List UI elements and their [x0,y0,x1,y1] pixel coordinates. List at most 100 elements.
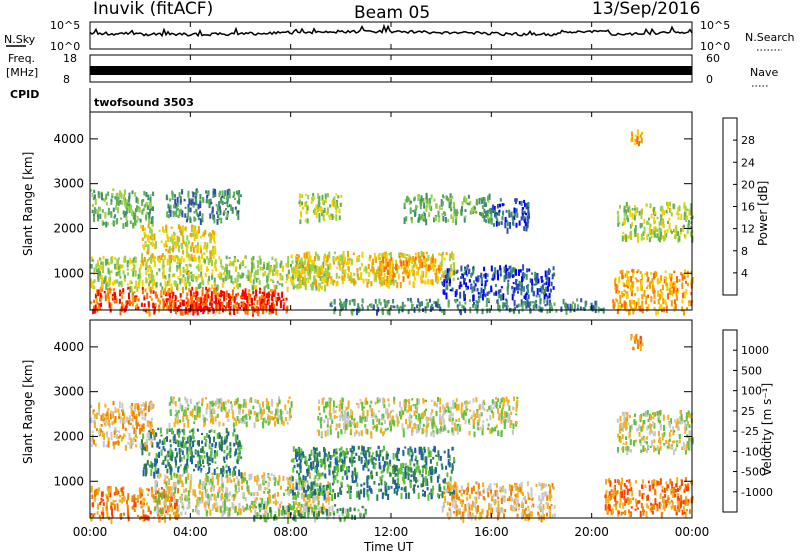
data-cell [173,280,176,286]
data-cell [145,244,148,247]
data-cell [94,413,97,419]
data-cell [408,466,411,472]
data-cell [417,298,420,303]
data-cell [304,476,307,481]
data-cell [127,272,129,276]
data-cell [491,207,494,211]
data-cell [305,201,308,207]
data-cell [523,217,526,224]
data-cell [555,309,558,313]
data-cell [210,449,213,456]
data-cell [675,226,678,231]
data-cell [398,256,401,259]
data-cell [432,265,435,272]
data-cell [318,218,321,223]
data-cell [105,279,108,283]
data-cell [214,400,217,405]
data-cell [287,269,290,274]
data-cell [464,215,467,219]
data-cell [131,495,134,500]
data-cell [197,217,200,221]
data-cell [175,255,178,258]
data-cell [340,306,343,312]
data-cell [231,295,234,301]
data-cell [267,474,270,477]
data-cell [535,279,538,286]
data-cell [146,205,149,210]
data-cell [208,203,211,209]
data-cell [640,215,643,219]
data-cell [234,484,237,491]
data-cell [232,432,235,437]
data-cell [383,492,386,496]
data-cell [97,267,100,274]
data-cell [200,468,203,471]
data-cell [124,189,126,195]
data-cell [650,272,653,275]
data-cell [120,416,123,420]
data-cell [405,492,408,499]
data-cell [161,253,164,258]
data-cell [422,477,425,483]
data-cell [536,288,539,295]
data-cell [295,264,297,268]
data-cell [151,406,154,409]
data-cell [249,271,252,276]
data-cell [272,501,275,504]
data-cell [211,472,214,476]
data-cell [415,466,418,473]
data-cell [179,293,182,298]
data-cell [574,303,576,309]
data-cell [334,493,336,500]
data-cell [181,429,184,433]
data-cell [270,266,273,273]
data-cell [94,208,97,214]
data-cell [194,245,197,248]
data-cell [545,293,548,297]
data-cell [210,487,213,492]
data-cell [162,259,165,266]
data-cell [548,277,551,283]
data-cell [424,306,427,310]
data-cell [242,304,245,307]
data-cell [110,211,113,218]
data-cell [356,256,359,263]
data-cell [228,452,231,455]
data-cell [163,492,166,499]
data-cell [226,506,229,511]
data-cell [182,443,185,449]
data-cell [291,270,293,273]
data-cell [402,307,405,310]
data-cell [200,247,202,254]
data-cell [444,217,447,223]
data-cell [312,497,315,504]
data-cell [207,294,210,299]
data-cell [308,264,311,269]
data-cell [332,215,335,219]
data-cell [223,210,226,214]
data-cell [389,266,392,272]
data-cell [231,495,234,498]
data-cell [237,213,240,220]
data-cell [356,308,359,316]
data-cell [583,307,586,311]
data-cell [95,268,98,273]
data-cell [225,274,228,277]
data-cell [122,270,125,275]
data-cell [620,291,623,294]
data-cell [659,214,662,217]
data-cell [397,273,400,280]
data-cell [189,398,192,404]
data-cell [238,502,241,510]
data-cell [535,294,538,298]
data-cell [626,215,629,221]
data-cell [643,218,646,224]
data-cell [186,264,189,270]
data-cell [141,257,144,264]
data-cell [197,246,199,252]
data-cell [106,415,108,418]
data-cell [414,468,417,472]
data-cell [173,434,176,441]
data-cell [542,291,545,295]
data-cell [255,416,258,422]
